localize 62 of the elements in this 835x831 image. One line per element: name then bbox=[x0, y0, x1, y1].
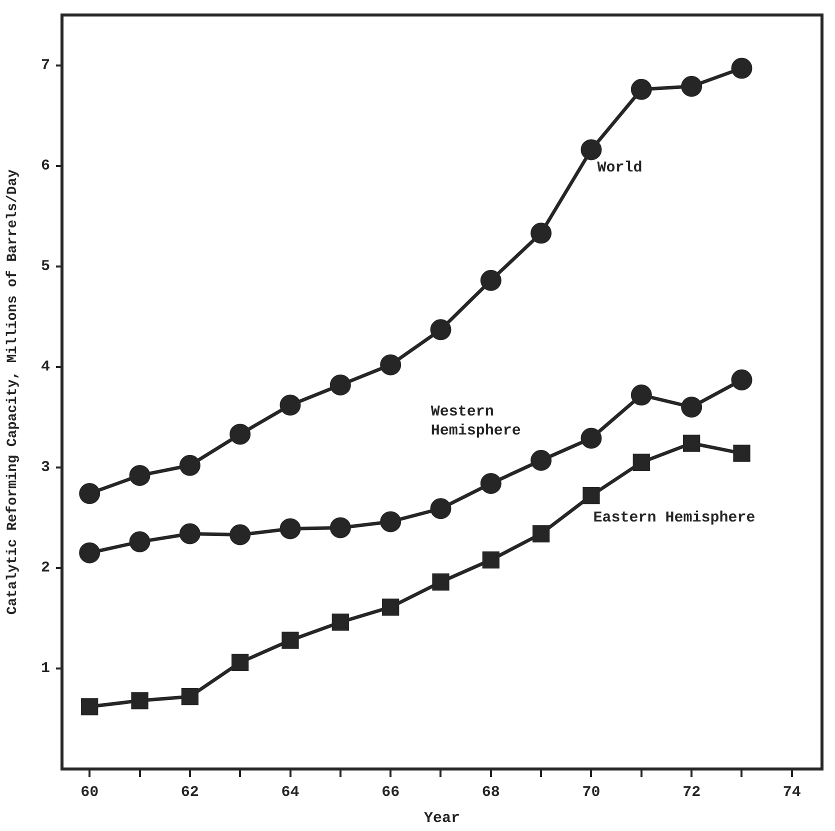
y-tick-label: 6 bbox=[40, 158, 50, 175]
series-label: Western Hemisphere bbox=[430, 403, 521, 440]
y-tick-label: 1 bbox=[40, 660, 50, 678]
point bbox=[532, 525, 550, 542]
point bbox=[181, 688, 198, 706]
y-axis-title: Catalytic Reforming Capacity, Millions of Barrels/Day bbox=[4, 168, 21, 615]
y-tick-label: 3 bbox=[40, 459, 50, 476]
point bbox=[129, 531, 150, 552]
point bbox=[580, 139, 602, 160]
point bbox=[731, 58, 752, 79]
point bbox=[681, 76, 702, 97]
point bbox=[81, 698, 98, 716]
point bbox=[432, 573, 450, 591]
point bbox=[382, 598, 400, 616]
series-label: World bbox=[597, 160, 642, 177]
point bbox=[731, 369, 752, 390]
series-label: Eastern Hemisphere bbox=[593, 510, 756, 527]
y-tick-label: 2 bbox=[40, 560, 50, 577]
point bbox=[482, 551, 500, 568]
x-axis-title: Year bbox=[424, 810, 460, 827]
point bbox=[630, 384, 652, 406]
point bbox=[733, 444, 750, 462]
point bbox=[683, 434, 700, 452]
point bbox=[480, 270, 502, 291]
point bbox=[179, 454, 200, 476]
point bbox=[79, 542, 100, 564]
point bbox=[580, 428, 602, 449]
x-tick-label: 60 bbox=[80, 784, 99, 801]
point bbox=[330, 374, 351, 396]
point bbox=[582, 486, 600, 504]
point bbox=[79, 483, 100, 504]
point bbox=[380, 354, 402, 376]
x-tick-label: 62 bbox=[180, 784, 199, 801]
point bbox=[330, 517, 351, 538]
y-tick-label: 7 bbox=[40, 57, 50, 74]
point bbox=[280, 518, 301, 540]
point bbox=[632, 454, 650, 471]
point bbox=[280, 394, 301, 416]
y-tick-label: 4 bbox=[40, 358, 50, 376]
point bbox=[232, 654, 249, 672]
point bbox=[380, 511, 402, 532]
point bbox=[681, 396, 702, 418]
x-tick-label: 70 bbox=[582, 784, 600, 801]
point bbox=[282, 632, 299, 649]
x-tick-label: 68 bbox=[482, 784, 500, 801]
point bbox=[129, 464, 150, 486]
point bbox=[430, 319, 452, 340]
point bbox=[230, 424, 251, 445]
point bbox=[530, 450, 552, 471]
point bbox=[332, 614, 349, 631]
point bbox=[179, 523, 200, 544]
x-tick-label: 74 bbox=[782, 784, 801, 801]
point bbox=[630, 78, 652, 100]
point bbox=[530, 222, 552, 244]
x-tick-label: 66 bbox=[382, 784, 400, 801]
x-tick-label: 72 bbox=[682, 784, 701, 801]
point bbox=[430, 498, 452, 520]
point bbox=[131, 692, 148, 710]
x-tick-label: 64 bbox=[281, 784, 300, 801]
point bbox=[480, 472, 502, 494]
point bbox=[230, 524, 251, 546]
y-tick-label: 5 bbox=[40, 258, 50, 276]
